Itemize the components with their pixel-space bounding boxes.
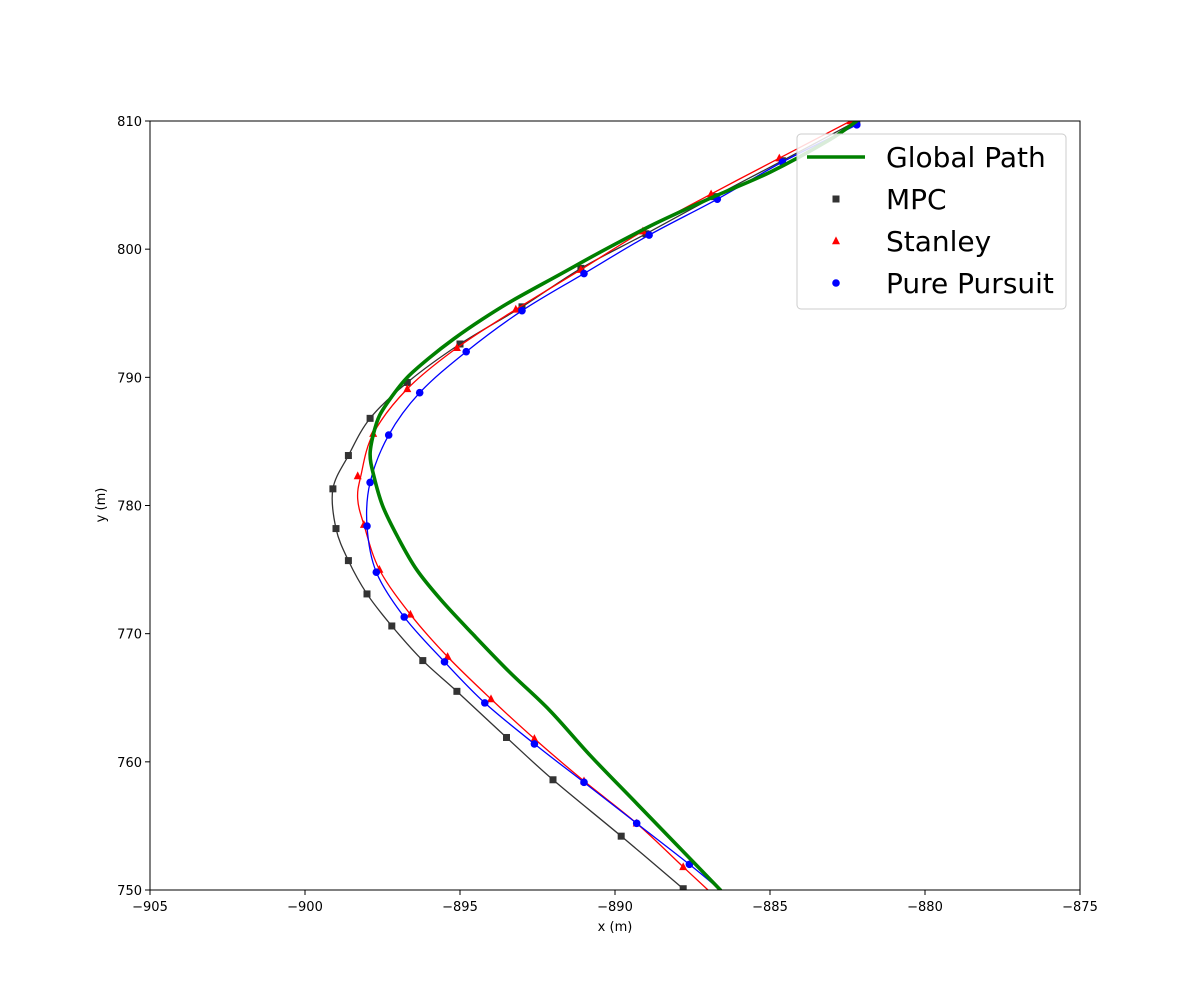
x-tick-label: −890 <box>597 900 633 915</box>
data-point-pure-pursuit <box>415 388 424 397</box>
data-point-stanley <box>443 652 452 660</box>
y-tick-label: 790 <box>117 371 142 386</box>
data-point-pure-pursuit <box>481 699 489 707</box>
data-point-mpc <box>344 557 352 565</box>
data-point-mpc <box>403 378 411 386</box>
data-point-pure-pursuit <box>645 231 653 239</box>
y-ticks: 750 760 770 780 790 800 810 <box>117 115 150 899</box>
data-point-pure-pursuit <box>384 431 393 439</box>
legend-item-pure-pursuit: Pure Pursuit <box>832 267 1054 300</box>
y-tick-label: 770 <box>117 628 142 643</box>
data-point-mpc <box>617 832 625 840</box>
data-point-pure-pursuit <box>580 269 588 278</box>
data-point-mpc <box>518 303 526 311</box>
data-point-mpc <box>503 733 510 741</box>
data-point-mpc <box>363 590 371 598</box>
legend-label-mpc: MPC <box>886 183 947 216</box>
series-pure-pursuit <box>363 121 861 890</box>
data-point-mpc <box>679 885 687 890</box>
data-point-mpc <box>366 414 374 422</box>
x-tick-label: −895 <box>442 900 478 915</box>
data-point-stanley <box>452 343 461 352</box>
data-point-pure-pursuit <box>372 568 381 576</box>
legend-swatch-pure-pursuit <box>832 279 840 287</box>
legend-box <box>796 133 1067 310</box>
x-tick-label: −900 <box>287 900 323 915</box>
data-point-mpc <box>388 622 396 630</box>
legend-label-pure-pursuit: Pure Pursuit <box>886 267 1054 300</box>
data-point-stanley <box>487 694 495 703</box>
legend-item-stanley: Stanley <box>832 225 991 258</box>
legend-item-mpc: MPC <box>832 183 947 216</box>
data-point-mpc <box>419 657 427 665</box>
y-tick-label: 810 <box>117 115 142 130</box>
data-point-pure-pursuit <box>366 478 374 487</box>
data-point-stanley <box>406 609 415 618</box>
data-point-pure-pursuit <box>530 740 539 748</box>
data-point-pure-pursuit <box>632 819 641 828</box>
legend-label-global-path: Global Path <box>886 141 1046 174</box>
y-tick-label: 780 <box>117 500 142 515</box>
data-point-stanley <box>530 734 539 742</box>
data-point-mpc <box>456 340 464 348</box>
legend-swatch-stanley <box>832 236 840 245</box>
y-tick-label: 760 <box>117 756 142 771</box>
data-point-mpc <box>344 452 352 460</box>
x-axis-label: x (m) <box>598 920 633 935</box>
data-point-mpc <box>329 485 337 493</box>
y-tick-label: 800 <box>117 243 142 258</box>
data-point-pure-pursuit <box>580 778 588 787</box>
legend-label-stanley: Stanley <box>886 225 991 258</box>
series-global-path <box>368 121 859 890</box>
data-point-mpc <box>332 525 340 533</box>
data-point-stanley <box>511 304 520 313</box>
x-tick-label: −905 <box>132 900 168 915</box>
x-tick-label: −885 <box>752 900 788 915</box>
data-point-mpc <box>549 776 557 784</box>
data-point-pure-pursuit <box>400 613 409 621</box>
data-point-stanley <box>353 471 362 480</box>
data-point-pure-pursuit <box>440 658 449 666</box>
legend-swatch-mpc <box>832 195 840 203</box>
x-ticks: −905 −900 −895 −890 −885 −880 −875 <box>132 890 1098 915</box>
data-point-mpc <box>453 687 461 695</box>
data-point-pure-pursuit <box>462 347 471 356</box>
data-point-pure-pursuit <box>363 522 371 530</box>
data-point-stanley <box>403 384 412 393</box>
data-point-stanley <box>679 862 688 871</box>
data-point-pure-pursuit <box>518 306 526 315</box>
x-tick-label: −880 <box>907 900 943 915</box>
series-line-global-path <box>368 121 859 890</box>
y-tick-label: 750 <box>117 884 142 899</box>
x-tick-label: −875 <box>1062 900 1098 915</box>
y-axis-label: y (m) <box>94 488 109 523</box>
series-layer <box>329 121 861 890</box>
legend: Global Path MPC Stanley Pure Pursuit <box>796 133 1067 310</box>
legend-item-global-path: Global Path <box>807 141 1046 174</box>
